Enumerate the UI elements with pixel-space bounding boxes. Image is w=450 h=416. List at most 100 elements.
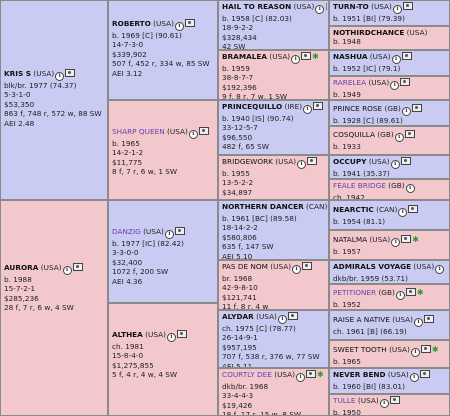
horse-country: (GB) (378, 288, 395, 297)
horse-name-link[interactable]: FEALE BRIDGE (333, 181, 386, 190)
horse-country: (USA) (368, 78, 390, 87)
info-icon[interactable]: i (395, 291, 405, 300)
info-icon[interactable]: i (55, 72, 65, 81)
photo-icon[interactable] (313, 102, 324, 110)
horse-heading: ADMIRALS VOYAGE (USA) i (333, 262, 446, 274)
horse-name-link[interactable]: PRINCE ROSE (333, 104, 383, 113)
horse-heading: PETITIONER (GB) i ✱ (333, 288, 446, 300)
horse-name-link[interactable]: NEVER BEND (333, 370, 386, 379)
horse-heading: SHARP QUEEN (USA) i (112, 127, 214, 139)
info-icon[interactable]: i (166, 333, 176, 342)
photo-icon[interactable] (65, 69, 76, 77)
info-icon[interactable]: i (188, 130, 198, 139)
info-icon[interactable]: i (410, 348, 420, 357)
photo-icon[interactable] (184, 19, 195, 27)
horse-name-link[interactable]: AURORA (4, 263, 39, 272)
photo-icon[interactable] (404, 130, 415, 138)
info-icon[interactable]: i (303, 105, 313, 114)
info-icon[interactable]: i (414, 318, 424, 327)
horse-name-link[interactable]: SHARP QUEEN (112, 127, 165, 136)
photo-icon[interactable] (301, 52, 312, 60)
horse-heading: PAS DE NOM (USA) i (222, 262, 325, 274)
info-icon[interactable]: i (405, 184, 415, 193)
horse-name-link[interactable]: ALYDAR (222, 312, 254, 321)
info-icon[interactable]: i (296, 373, 306, 382)
horse-detail-line: 18-9-2-2 (222, 23, 254, 33)
horse-name-link[interactable]: COSQUILLA (333, 130, 375, 139)
horse-detail-line: 28 f, 7 r, 6 w, 4 SW (4, 303, 74, 313)
horse-name-link[interactable]: NOTHIRDCHANCE (333, 28, 405, 37)
horse-name-link[interactable]: TULLE (333, 396, 356, 405)
photo-icon[interactable] (424, 315, 435, 323)
info-icon[interactable]: i (390, 160, 400, 169)
horse-name-link[interactable]: HAIL TO REASON (222, 2, 292, 11)
horse-name-link[interactable]: PRINCEQUILLO (222, 102, 283, 111)
info-icon[interactable]: i (401, 107, 411, 116)
photo-icon[interactable] (287, 312, 298, 320)
info-icon[interactable]: i (398, 208, 408, 217)
photo-icon[interactable] (402, 2, 413, 10)
photo-icon[interactable] (400, 157, 411, 165)
horse-name-link[interactable]: NATALMA (333, 235, 368, 244)
info-icon[interactable]: i (277, 315, 287, 324)
photo-icon[interactable] (419, 370, 430, 378)
info-icon[interactable]: i (174, 22, 184, 31)
horse-name-link[interactable]: PAS DE NOM (222, 262, 268, 271)
photo-icon[interactable] (174, 227, 185, 235)
horse-detail-line: $96,550 (222, 132, 253, 142)
info-icon[interactable]: i (435, 265, 445, 274)
photo-icon[interactable] (401, 235, 412, 243)
info-icon[interactable]: i (394, 133, 404, 142)
photo-icon[interactable] (72, 263, 83, 271)
horse-heading: TULLE (USA) i (333, 396, 446, 408)
horse-name-link[interactable]: TURN-TO (333, 2, 369, 11)
info-icon[interactable]: i (291, 55, 301, 64)
info-icon[interactable]: i (62, 266, 72, 275)
horse-name-link[interactable]: PETITIONER (333, 288, 377, 297)
horse-name-link[interactable]: DANZIG (112, 227, 141, 236)
horse-name-link[interactable]: KRIS S (4, 69, 32, 78)
horse-name-link[interactable]: ALTHEA (112, 330, 143, 339)
photo-icon[interactable] (405, 288, 416, 296)
info-icon[interactable]: i (409, 373, 419, 382)
horse-detail-line: $11,775 (112, 157, 143, 167)
info-icon[interactable]: i (390, 81, 400, 90)
horse-heading: DANZIG (USA) i (112, 227, 214, 239)
info-icon[interactable]: i (164, 230, 174, 239)
info-icon[interactable]: i (297, 160, 307, 169)
photo-icon[interactable] (408, 205, 419, 213)
info-icon[interactable]: i (292, 265, 302, 274)
horse-name-link[interactable]: ADMIRALS VOYAGE (333, 262, 412, 271)
info-icon[interactable]: i (391, 238, 401, 247)
info-icon[interactable]: i (315, 5, 325, 14)
horse-cell-hail-to-reason: HAIL TO REASON (USA) i[b. 1958 [C] (82.03… (218, 0, 329, 50)
photo-icon[interactable] (306, 370, 317, 378)
horse-name-link[interactable]: RARELEA (333, 78, 367, 87)
horse-name-link[interactable]: NASHUA (333, 52, 368, 61)
photo-icon[interactable] (411, 104, 422, 112)
info-icon[interactable]: i (391, 55, 401, 64)
photo-icon[interactable] (389, 396, 400, 404)
horse-detail-line: b. 1977 [IC] (82.42) (112, 239, 185, 248)
horse-name-link[interactable]: NORTHERN DANCER (222, 202, 304, 211)
horse-name-link[interactable]: SWEET TOOTH (333, 345, 387, 354)
photo-icon[interactable] (302, 262, 313, 270)
horse-heading: OCCUPY (USA) i (333, 157, 446, 169)
photo-icon[interactable] (198, 127, 209, 135)
horse-name-link[interactable]: RAISE A NATIVE (333, 315, 390, 324)
horse-name-link[interactable]: NEARCTIC (333, 205, 374, 214)
photo-icon[interactable] (401, 52, 412, 60)
photo-icon[interactable] (400, 78, 411, 86)
photo-icon[interactable] (420, 345, 431, 353)
horse-name-link[interactable]: COURTLY DEE (222, 370, 272, 379)
photo-icon[interactable] (307, 157, 318, 165)
horse-detail-line: 42 SW (222, 42, 246, 50)
horse-country: (USA) (406, 28, 428, 37)
horse-name-link[interactable]: BRIDGEWORK (222, 157, 273, 166)
horse-name-link[interactable]: BRAMALEA (222, 52, 268, 61)
info-icon[interactable]: i (392, 5, 402, 14)
horse-name-link[interactable]: OCCUPY (333, 157, 367, 166)
info-icon[interactable]: i (379, 399, 389, 408)
photo-icon[interactable] (176, 330, 187, 338)
horse-name-link[interactable]: ROBERTO (112, 19, 151, 28)
